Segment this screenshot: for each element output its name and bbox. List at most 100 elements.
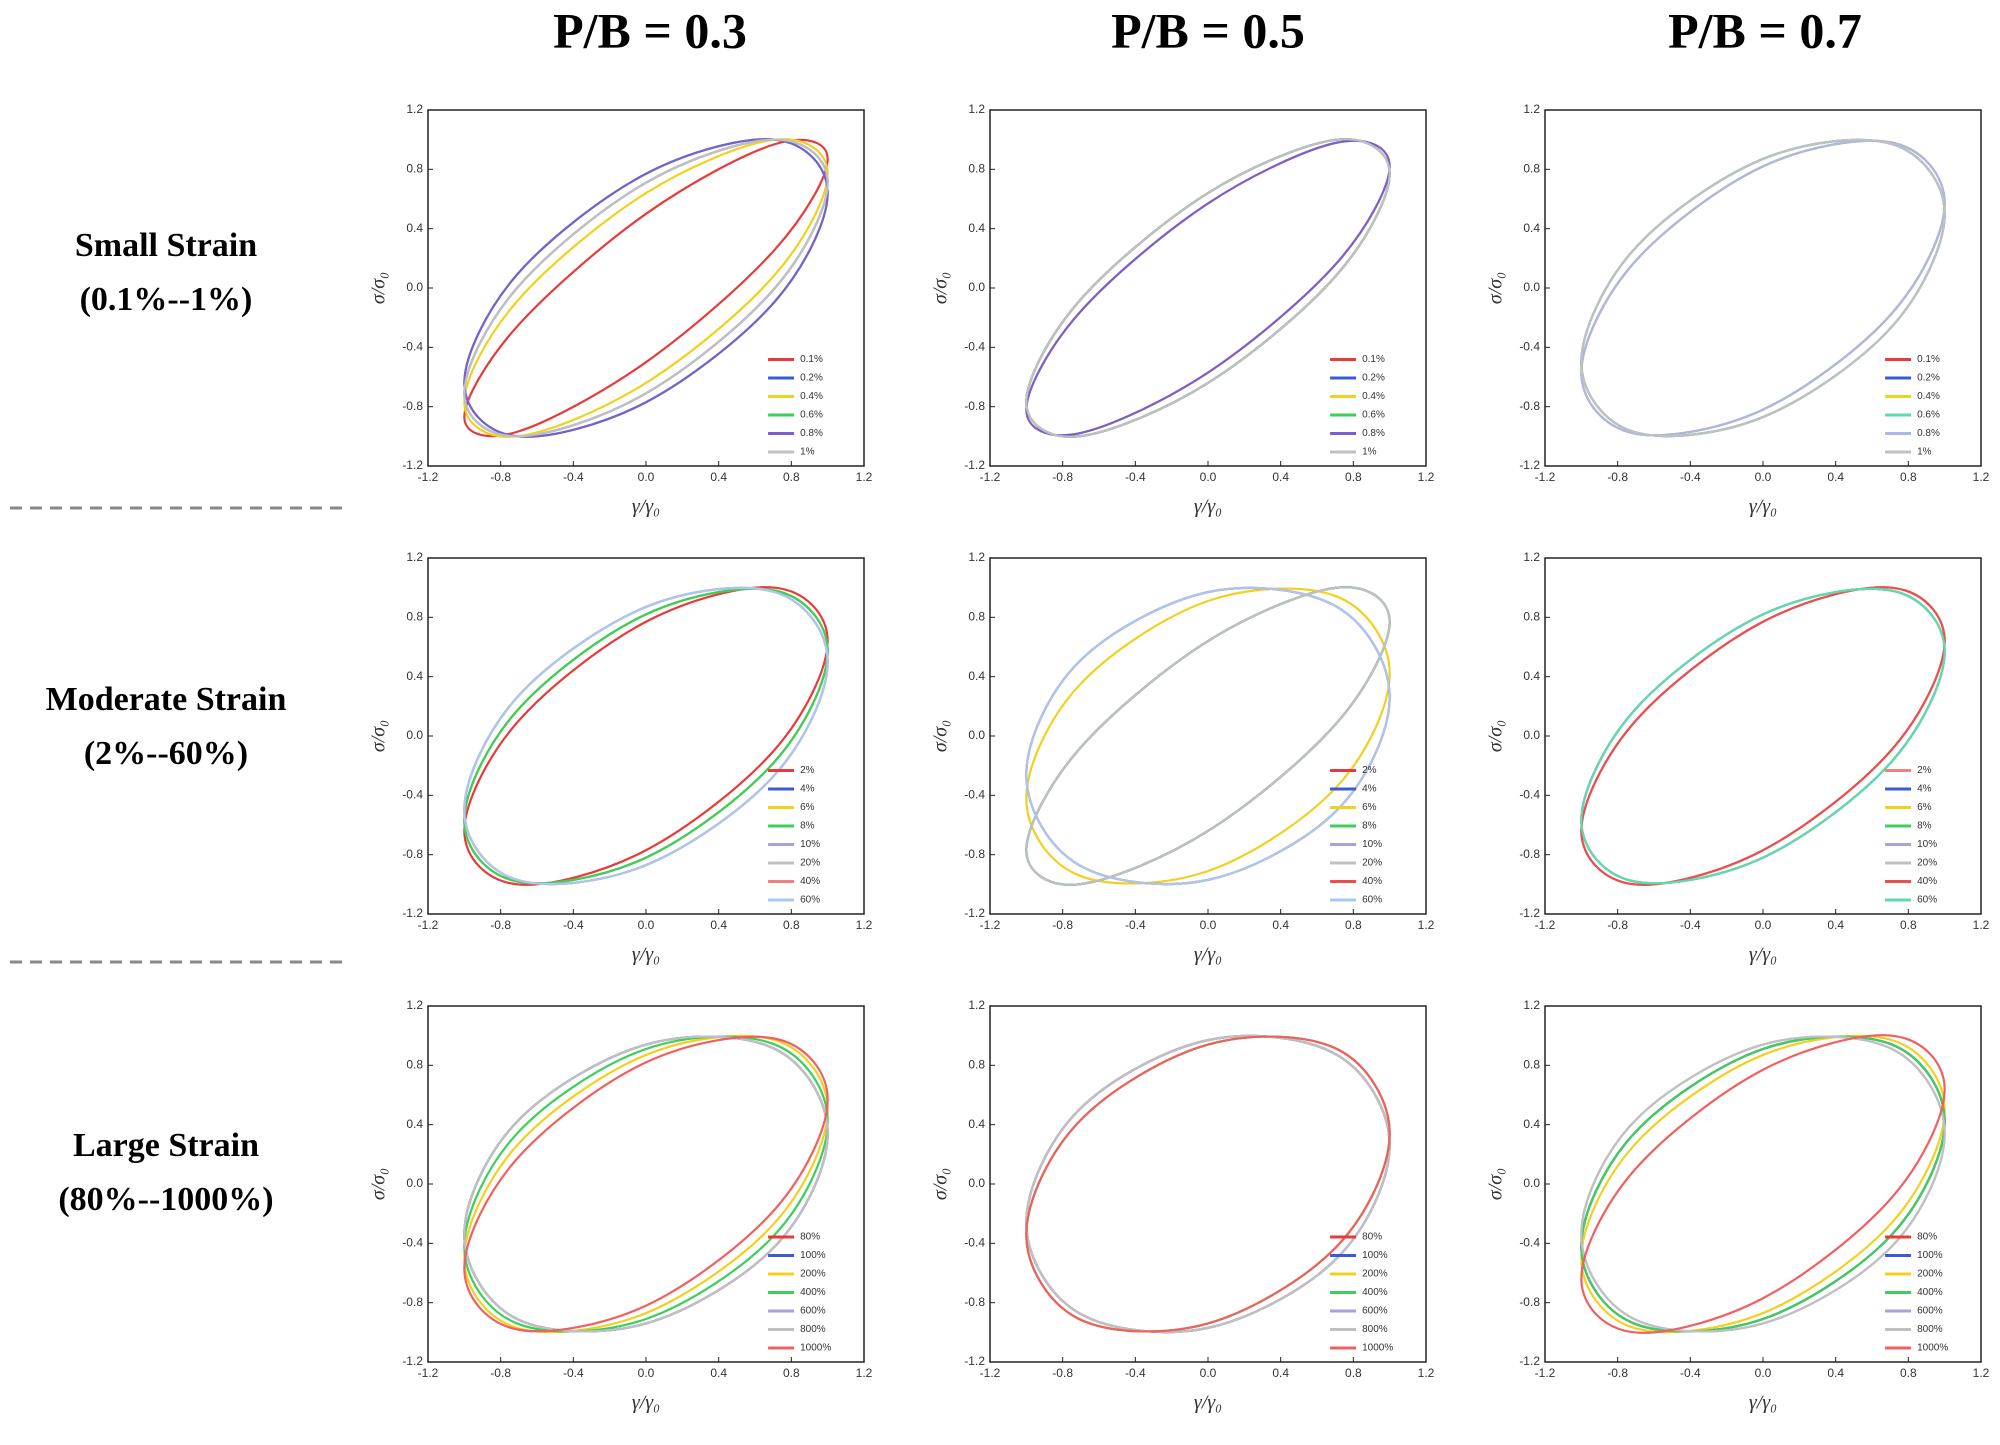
panel: -1.2 -0.8 -0.4 0.0 0.4 0.8 1.2 -1.2 -0.8 -0.4 0.0 0… xyxy=(930,102,1435,517)
loop-line xyxy=(1580,139,1946,437)
x-tick-label: 0.4 xyxy=(1272,1366,1289,1380)
column-title: P/B = 0.7 xyxy=(1668,2,1862,58)
x-tick-label: 0.4 xyxy=(1272,470,1289,484)
x-tick-label: -0.8 xyxy=(1052,1366,1073,1380)
legend-label: 40% xyxy=(1917,876,1937,887)
legend-label: 1% xyxy=(1917,447,1932,458)
y-tick-label: -0.8 xyxy=(964,399,985,413)
loop-line xyxy=(463,586,829,886)
row-range: (80%--1000%) xyxy=(58,1181,273,1218)
y-tick-label: 0.4 xyxy=(406,669,423,683)
y-tick-label: 0.8 xyxy=(406,610,423,624)
legend-label: 0.4% xyxy=(1917,391,1940,402)
loop-line xyxy=(463,1034,829,1334)
legend-label: 10% xyxy=(1917,839,1937,850)
y-tick-label: 0.4 xyxy=(968,1117,985,1131)
y-tick-label: -0.4 xyxy=(964,788,985,802)
y-tick-label: 0.8 xyxy=(1523,162,1540,176)
legend-label: 80% xyxy=(1362,1232,1382,1243)
y-tick-label: 1.2 xyxy=(406,550,423,564)
loop-line xyxy=(463,586,829,886)
loop-line xyxy=(463,587,829,885)
y-tick-label: -1.2 xyxy=(402,458,423,472)
legend-label: 8% xyxy=(800,821,815,832)
plot-frame xyxy=(427,557,865,915)
loop-line xyxy=(1580,586,1946,886)
x-tick-label: 0.4 xyxy=(710,1366,727,1380)
loop-line xyxy=(1025,138,1391,438)
x-tick-label: -0.8 xyxy=(1607,470,1628,484)
loop-line xyxy=(463,1035,829,1333)
panel: -1.2 -0.8 -0.4 0.0 0.4 0.8 1.2 -1.2 -0.8 -0.4 0.0 0… xyxy=(368,550,873,965)
loop-line xyxy=(463,138,829,438)
panel: -1.2 -0.8 -0.4 0.0 0.4 0.8 1.2 -1.2 -0.8 -0.4 0.0 0… xyxy=(1485,998,1990,1413)
legend-label: 1% xyxy=(800,447,815,458)
legend-label: 8% xyxy=(1362,821,1377,832)
panel: -1.2 -0.8 -0.4 0.0 0.4 0.8 1.2 -1.2 -0.8 -0.4 0.0 0… xyxy=(368,998,873,1413)
loop-line xyxy=(463,1035,829,1333)
y-tick-label: 0.4 xyxy=(1523,1117,1540,1131)
loop-line xyxy=(1025,586,1391,886)
y-tick-label: -0.8 xyxy=(1519,399,1540,413)
y-tick-label: -1.2 xyxy=(964,906,985,920)
legend-label: 0.4% xyxy=(800,391,823,402)
y-axis-label: σ/σ₀ xyxy=(1485,272,1507,304)
legend-label: 100% xyxy=(1917,1250,1943,1261)
loop-line xyxy=(1025,586,1391,886)
legend-label: 200% xyxy=(1362,1269,1388,1280)
x-tick-label: 0.0 xyxy=(638,470,655,484)
y-tick-label: -0.4 xyxy=(1519,1236,1540,1250)
legend-label: 2% xyxy=(1917,765,1932,776)
x-tick-label: 0.0 xyxy=(1755,918,1772,932)
legend-label: 200% xyxy=(800,1269,826,1280)
x-tick-label: 0.4 xyxy=(1827,1366,1844,1380)
legend-label: 1000% xyxy=(1362,1343,1393,1354)
y-axis-label: σ/σ₀ xyxy=(1485,720,1507,752)
loop-line xyxy=(1025,138,1391,438)
legend-label: 80% xyxy=(1917,1232,1937,1243)
legend-label: 100% xyxy=(800,1250,826,1261)
x-axis-label: γ/γ₀ xyxy=(1749,496,1777,518)
x-tick-label: -0.4 xyxy=(1125,918,1146,932)
legend-label: 0.8% xyxy=(800,428,823,439)
x-tick-label: 0.8 xyxy=(783,1366,800,1380)
plot-frame xyxy=(989,109,1427,467)
y-tick-label: -0.8 xyxy=(1519,847,1540,861)
y-tick-label: -0.8 xyxy=(964,847,985,861)
x-axis-label: γ/γ₀ xyxy=(632,1392,660,1414)
y-tick-label: -0.4 xyxy=(964,1236,985,1250)
y-tick-label: 0.0 xyxy=(968,728,985,742)
x-tick-label: 0.8 xyxy=(1345,470,1362,484)
y-tick-label: 1.2 xyxy=(968,550,985,564)
loop-line xyxy=(1580,587,1946,885)
x-axis-label: γ/γ₀ xyxy=(632,944,660,966)
x-tick-label: 0.4 xyxy=(1827,918,1844,932)
loop-line xyxy=(1580,1035,1946,1333)
legend-label: 100% xyxy=(1362,1250,1388,1261)
x-tick-label: 1.2 xyxy=(1418,1366,1435,1380)
loop-line xyxy=(1025,1035,1391,1333)
x-tick-label: 0.0 xyxy=(1200,1366,1217,1380)
legend-label: 0.6% xyxy=(800,410,823,421)
loop-line xyxy=(1025,1035,1391,1333)
x-tick-label: -0.8 xyxy=(1052,470,1073,484)
legend-label: 60% xyxy=(800,895,820,906)
loop-line xyxy=(463,1035,829,1333)
loop-line xyxy=(463,587,829,885)
x-tick-label: 0.0 xyxy=(1200,470,1217,484)
row-label: Moderate Strain xyxy=(46,681,287,718)
loop-line xyxy=(463,586,829,886)
y-tick-label: 1.2 xyxy=(406,998,423,1012)
x-tick-label: -0.8 xyxy=(1052,918,1073,932)
plot-frame xyxy=(989,1005,1427,1363)
y-tick-label: -1.2 xyxy=(1519,1354,1540,1368)
legend-label: 10% xyxy=(1362,839,1382,850)
x-tick-label: 0.4 xyxy=(710,470,727,484)
legend-label: 0.6% xyxy=(1362,410,1385,421)
y-tick-label: 1.2 xyxy=(968,102,985,116)
legend-label: 0.8% xyxy=(1917,428,1940,439)
x-tick-label: 0.0 xyxy=(1200,918,1217,932)
x-tick-label: 1.2 xyxy=(1973,1366,1990,1380)
x-tick-label: -0.4 xyxy=(563,1366,584,1380)
loop-line xyxy=(1025,586,1391,886)
